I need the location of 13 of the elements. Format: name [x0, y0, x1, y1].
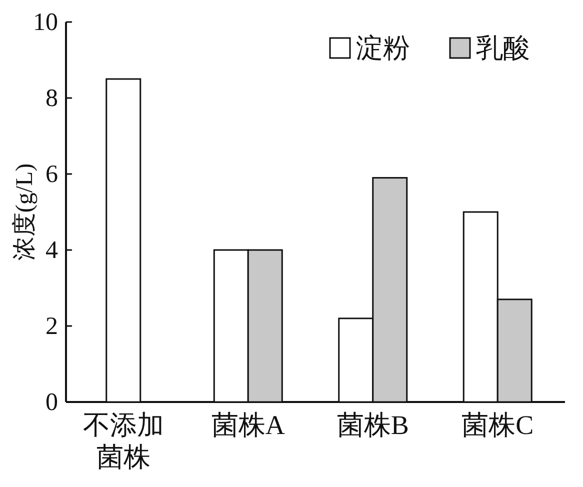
y-axis-title: 浓度(g/L)	[11, 163, 38, 261]
legend-label: 乳酸	[476, 33, 530, 63]
y-tick-label: 6	[46, 161, 58, 188]
y-tick-label: 10	[33, 9, 58, 36]
legend-label: 淀粉	[356, 33, 410, 63]
y-tick-label: 8	[46, 85, 58, 112]
x-tick-label: 菌株C	[462, 410, 534, 440]
y-tick-label: 4	[46, 237, 58, 264]
y-tick-label: 2	[46, 313, 58, 340]
x-tick-label: 菌株B	[336, 410, 409, 440]
x-tick-label: 菌株A	[211, 410, 286, 440]
y-tick-label: 0	[46, 389, 58, 416]
x-tick-label: 不添加菌株	[82, 410, 164, 472]
